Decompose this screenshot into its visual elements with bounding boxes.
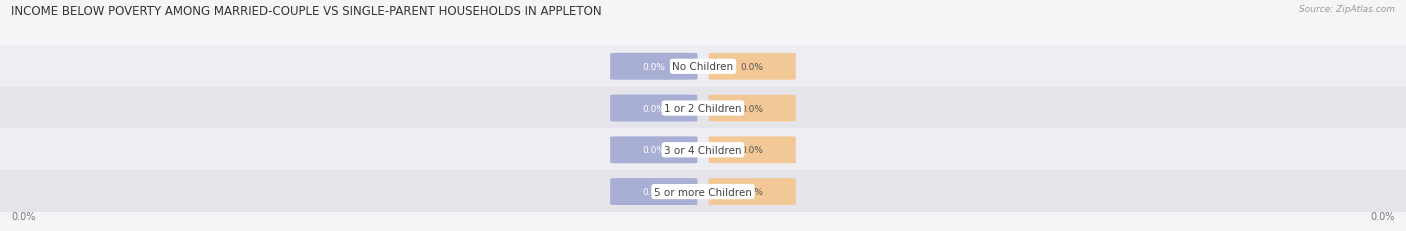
- Text: 3 or 4 Children: 3 or 4 Children: [664, 145, 742, 155]
- FancyBboxPatch shape: [0, 170, 1406, 213]
- FancyBboxPatch shape: [610, 95, 697, 122]
- FancyBboxPatch shape: [610, 178, 697, 205]
- FancyBboxPatch shape: [709, 95, 796, 122]
- Text: 0.0%: 0.0%: [11, 211, 35, 221]
- FancyBboxPatch shape: [0, 129, 1406, 172]
- Text: 0.0%: 0.0%: [741, 187, 763, 196]
- FancyBboxPatch shape: [709, 137, 796, 164]
- FancyBboxPatch shape: [0, 46, 1406, 88]
- Text: 0.0%: 0.0%: [643, 63, 665, 71]
- Text: 0.0%: 0.0%: [643, 104, 665, 113]
- Text: No Children: No Children: [672, 62, 734, 72]
- FancyBboxPatch shape: [610, 137, 697, 164]
- FancyBboxPatch shape: [610, 54, 697, 80]
- Text: 0.0%: 0.0%: [643, 187, 665, 196]
- Text: INCOME BELOW POVERTY AMONG MARRIED-COUPLE VS SINGLE-PARENT HOUSEHOLDS IN APPLETO: INCOME BELOW POVERTY AMONG MARRIED-COUPL…: [11, 5, 602, 18]
- Text: 0.0%: 0.0%: [741, 146, 763, 155]
- Text: 0.0%: 0.0%: [643, 146, 665, 155]
- Text: 0.0%: 0.0%: [1371, 211, 1395, 221]
- Text: 5 or more Children: 5 or more Children: [654, 187, 752, 197]
- FancyBboxPatch shape: [709, 54, 796, 80]
- FancyBboxPatch shape: [0, 87, 1406, 130]
- Text: 0.0%: 0.0%: [741, 104, 763, 113]
- Text: Source: ZipAtlas.com: Source: ZipAtlas.com: [1299, 5, 1395, 14]
- FancyBboxPatch shape: [709, 178, 796, 205]
- Text: 0.0%: 0.0%: [741, 63, 763, 71]
- Text: 1 or 2 Children: 1 or 2 Children: [664, 103, 742, 114]
